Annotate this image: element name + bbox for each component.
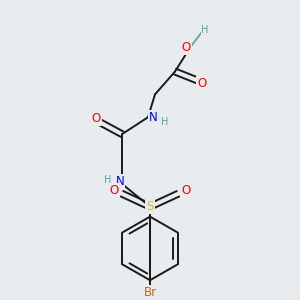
Text: O: O	[110, 184, 118, 197]
Text: H: H	[104, 175, 112, 185]
Text: H: H	[161, 117, 169, 127]
Text: N: N	[148, 111, 158, 124]
Text: O: O	[182, 184, 190, 197]
Text: N: N	[116, 176, 124, 188]
Text: Br: Br	[143, 286, 157, 299]
Text: O: O	[92, 112, 100, 125]
Text: S: S	[146, 200, 154, 213]
Text: O: O	[182, 41, 190, 54]
Text: H: H	[201, 25, 209, 35]
Text: O: O	[197, 77, 207, 90]
